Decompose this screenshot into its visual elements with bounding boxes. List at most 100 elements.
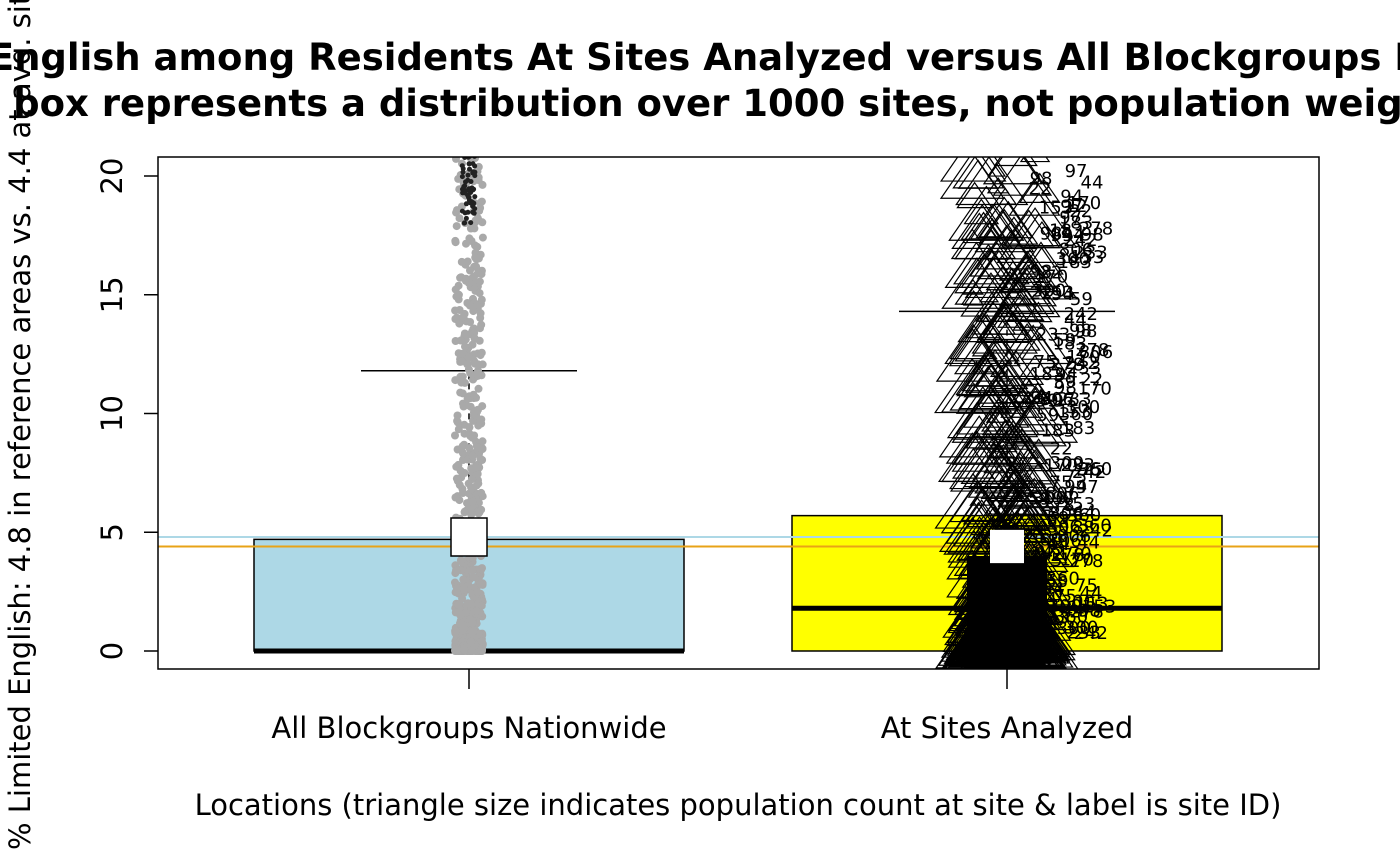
nationwide-point xyxy=(456,556,465,565)
nationwide-point xyxy=(465,444,474,452)
site-id-label: 94 xyxy=(1041,579,1064,600)
site-id-label: 59 xyxy=(1053,330,1076,351)
nationwide-point xyxy=(465,423,474,432)
site-id-label: 153 xyxy=(1040,282,1074,303)
site-id-label: 278 xyxy=(1079,219,1113,240)
nationwide-point xyxy=(453,417,462,425)
nationwide-point xyxy=(458,389,467,398)
site-id-label: 233 xyxy=(1073,243,1107,264)
site-id-label: 75 xyxy=(1080,460,1103,481)
site-id-label: 75 xyxy=(1075,576,1098,597)
nationwide-point xyxy=(472,173,478,179)
nationwide-point xyxy=(476,204,485,212)
site-triangle xyxy=(982,209,1022,238)
site-triangle xyxy=(954,204,1031,260)
site-id-label: 94 xyxy=(1064,477,1087,498)
site-triangle xyxy=(969,487,994,506)
site-id-label: 233 xyxy=(1067,622,1101,643)
nationwide-point xyxy=(452,157,460,163)
site-id-label: 75 xyxy=(1054,586,1077,607)
nationwide-point xyxy=(470,334,479,343)
nationwide-point xyxy=(468,619,477,628)
site-id-label: 233 xyxy=(1061,455,1095,476)
nationwide-point xyxy=(472,262,481,271)
site-id-label: 153 xyxy=(1039,198,1073,219)
y-tick-label: 20 xyxy=(95,158,129,195)
site-triangle xyxy=(948,432,1027,490)
site-triangle xyxy=(1020,332,1059,360)
nationwide-point xyxy=(463,215,469,221)
nationwide-point xyxy=(479,148,487,156)
site-triangle xyxy=(1024,301,1053,323)
site-id-label: 153 xyxy=(1074,594,1108,615)
site-triangle xyxy=(1013,378,1046,403)
site-triangle xyxy=(952,157,1005,189)
site-id-label: 153 xyxy=(1057,401,1091,422)
nationwide-point xyxy=(477,197,486,206)
site-id-label: 233 xyxy=(1057,389,1091,410)
site-triangle xyxy=(945,496,1010,544)
nationwide-point xyxy=(466,266,474,275)
site-triangle xyxy=(1024,386,1049,404)
site-triangle xyxy=(983,443,1024,474)
site-triangle xyxy=(951,389,1026,443)
site-id-label: 242 xyxy=(1063,230,1097,251)
site-id-label: 59 xyxy=(1036,405,1059,426)
site-triangle xyxy=(958,365,1019,410)
nationwide-point xyxy=(466,637,475,646)
site-id-label: 360 xyxy=(1056,249,1090,270)
site-triangle xyxy=(968,444,1029,488)
site-id-label: 278 xyxy=(1040,495,1074,516)
site-id-label: 183 xyxy=(1041,421,1075,442)
site-id-label: 44 xyxy=(1080,583,1103,604)
site-id-label: 242 xyxy=(1072,462,1106,483)
nationwide-point xyxy=(472,151,477,156)
plot-area: 4480636015330098183942332782425922971707… xyxy=(158,148,1319,669)
site-id-label: 242 xyxy=(1079,520,1113,541)
nationwide-point xyxy=(458,372,467,381)
nationwide-point xyxy=(462,274,471,283)
site-id-label: 75 xyxy=(1040,550,1063,571)
nationwide-point xyxy=(472,463,481,472)
site-triangle xyxy=(975,270,1046,322)
site-triangle xyxy=(949,324,998,360)
nationwide-point xyxy=(468,190,474,195)
site-triangle xyxy=(962,290,985,306)
nationwide-point xyxy=(461,608,470,617)
nationwide-point xyxy=(463,394,472,403)
nationwide-point xyxy=(472,163,478,169)
site-triangle xyxy=(966,491,1017,528)
site-id-label: 59 xyxy=(1053,372,1076,393)
nationwide-point xyxy=(458,349,466,358)
site-id-label: 170 xyxy=(1067,193,1101,214)
site-triangle xyxy=(951,204,1014,249)
site-id-label: 153 xyxy=(1034,571,1068,592)
site-id-label: 278 xyxy=(1069,551,1103,572)
site-id-label: 44 xyxy=(1073,503,1096,524)
nationwide-point xyxy=(459,163,465,169)
nationwide-point xyxy=(473,588,482,597)
site-id-label: 98 xyxy=(1069,321,1092,342)
nationwide-point xyxy=(463,188,469,194)
site-id-label: 233 xyxy=(1035,608,1069,629)
site-id-label: 75 xyxy=(1064,466,1087,487)
site-id-label: 300 xyxy=(1057,618,1091,639)
y-tick-label: 0 xyxy=(95,642,129,660)
nationwide-point xyxy=(472,481,481,490)
site-id-label: 97 xyxy=(1052,488,1075,509)
nationwide-point xyxy=(477,295,486,304)
site-id-label: 183 xyxy=(1061,418,1095,439)
nationwide-point xyxy=(476,324,484,333)
site-id-label: 59 xyxy=(1070,289,1093,310)
site-triangle xyxy=(981,393,1040,436)
site-id-label: 22 xyxy=(1029,178,1052,199)
nationwide-point xyxy=(473,360,482,369)
site-triangle xyxy=(971,354,998,373)
nationwide-point xyxy=(457,444,466,453)
site-id-label: 300 xyxy=(1032,488,1066,509)
nationwide-point xyxy=(478,233,487,242)
nationwide-point xyxy=(451,238,460,247)
nationwide-point xyxy=(475,277,484,286)
site-triangle xyxy=(985,310,1041,351)
site-triangle xyxy=(1018,241,1064,275)
